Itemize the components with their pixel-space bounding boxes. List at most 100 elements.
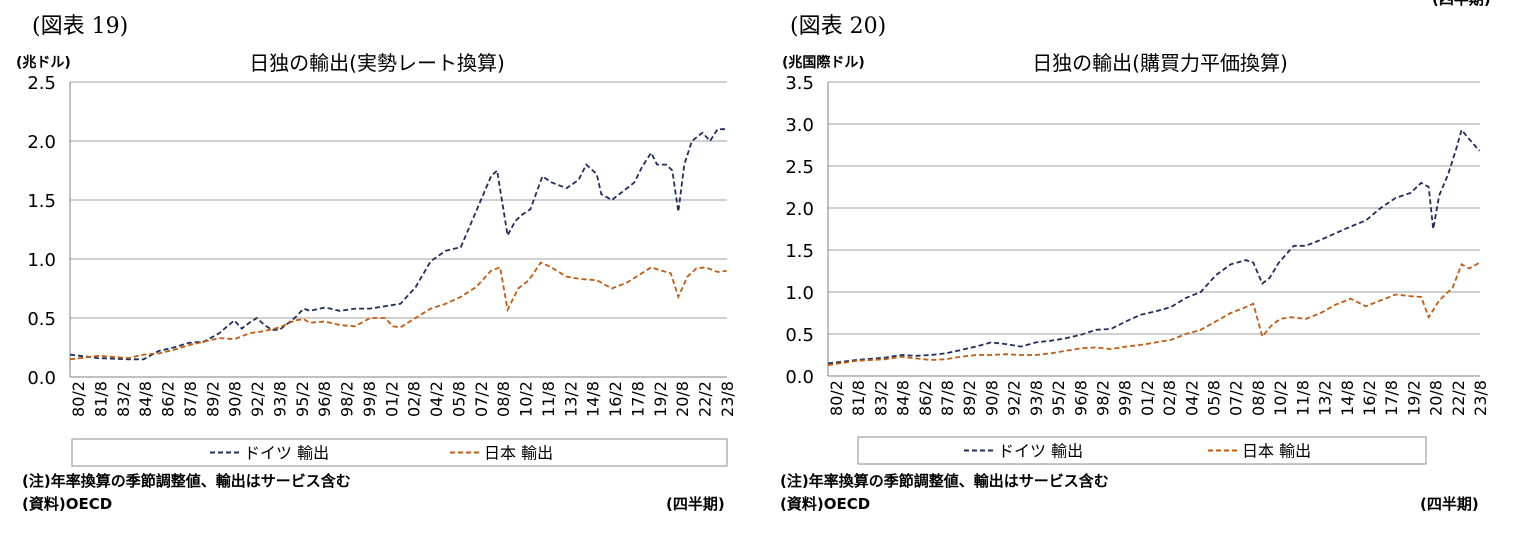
x-tick-label: 17/8 (1382, 380, 1401, 416)
figure-label: (図表 19) (32, 14, 128, 39)
x-tick-label: 86/2 (916, 380, 935, 416)
x-tick-label: 07/2 (1227, 380, 1246, 416)
x-tick-label: 86/2 (159, 381, 178, 417)
y-tick-label: 2.5 (27, 73, 56, 94)
x-tick-label: 10/2 (1271, 380, 1290, 416)
x-tick-label: 80/2 (827, 380, 846, 416)
chart-title: 日独の輸出(実勢レート換算) (249, 51, 505, 75)
chart-2: (図表 20) (兆国際ドル) 日独の輸出(購買力平価換算) 0.0 0.5 1.0 1.5… (780, 14, 1490, 513)
x-tick-label: 04/2 (1182, 380, 1201, 416)
legend-label-germany: ドイツ 輸出 (244, 444, 329, 463)
x-tick-label: 87/8 (181, 381, 200, 417)
x-tick-label: 08/8 (1249, 380, 1268, 416)
x-tick-label: 20/8 (673, 381, 692, 417)
y-tick-label: 1.5 (785, 241, 814, 262)
x-tick-label: 05/8 (449, 381, 468, 417)
y-tick-label: 0.0 (27, 368, 56, 389)
footnote: (注)年率換算の季節調整値、輸出はサービス含む (22, 472, 351, 490)
x-tick-label: 83/2 (114, 381, 133, 417)
y-tick-label: 0.5 (785, 325, 814, 346)
x-tick-label: 80/2 (69, 381, 88, 417)
x-tick-label: 02/8 (1160, 380, 1179, 416)
y-tick-label: 2.0 (27, 132, 56, 153)
x-tick-label: 89/2 (960, 380, 979, 416)
x-tick-label: 95/2 (293, 381, 312, 417)
x-tick-label: 92/2 (248, 381, 267, 417)
x-tick-label: 83/2 (871, 380, 890, 416)
x-tick-label: 08/8 (494, 381, 513, 417)
y-axis-unit: (兆ドル) (16, 55, 71, 71)
y-tick-label: 2.5 (785, 157, 814, 178)
legend-label-japan: 日本 輸出 (1242, 442, 1311, 461)
chart-title: 日独の輸出(購買力平価換算) (1032, 51, 1288, 75)
x-tick-label: 22/2 (696, 381, 715, 417)
y-axis-unit: (兆国際ドル) (782, 54, 865, 71)
x-tick-label: 95/2 (1049, 380, 1068, 416)
series-line-germany (69, 128, 727, 361)
legend-label-germany: ドイツ 輸出 (998, 442, 1083, 461)
x-tick-label: 84/8 (894, 380, 913, 416)
x-tick-label: 05/8 (1205, 380, 1224, 416)
x-tick-label: 92/2 (1005, 380, 1024, 416)
legend-box (857, 436, 1427, 465)
x-tick-label: 81/8 (849, 380, 868, 416)
x-tick-label: 13/2 (561, 381, 580, 417)
y-tick-label: 1.5 (27, 191, 56, 212)
x-tick-label: 11/8 (1293, 380, 1312, 416)
x-tick-label: 16/2 (606, 381, 625, 417)
x-tick-label: 23/8 (718, 381, 737, 417)
x-tick-label: 93/8 (1027, 380, 1046, 416)
x-tick-label: 89/2 (203, 381, 222, 417)
x-tick-label: 84/8 (136, 381, 155, 417)
x-tick-label: 99/8 (360, 381, 379, 417)
figure-label: (図表 20) (790, 14, 886, 39)
x-tick-label: 23/8 (1471, 380, 1490, 416)
x-tick-label: 22/2 (1449, 380, 1468, 416)
x-tick-label: 90/8 (226, 381, 245, 417)
x-tick-label: 01/2 (1138, 380, 1157, 416)
y-tick-label: 1.0 (785, 283, 814, 304)
x-tick-label: 17/8 (629, 381, 648, 417)
x-tick-label: 96/8 (315, 381, 334, 417)
legend-label-japan: 日本 輸出 (484, 444, 553, 463)
corner-period-label: (四半期) (1432, 0, 1491, 9)
period-label: (四半期) (1420, 495, 1479, 513)
x-tick-label: 90/8 (982, 380, 1001, 416)
x-tick-label: 93/8 (270, 381, 289, 417)
x-tick-label: 14/8 (584, 381, 603, 417)
x-tick-label: 98/2 (338, 381, 357, 417)
x-tick-label: 20/8 (1427, 380, 1446, 416)
x-tick-label: 81/8 (91, 381, 110, 417)
source-note: (資料)OECD (22, 495, 112, 513)
y-tick-label: 0.0 (785, 367, 814, 388)
footnote: (注)年率換算の季節調整値、輸出はサービス含む (780, 472, 1109, 490)
x-tick-label: 11/8 (539, 381, 558, 417)
source-note: (資料)OECD (780, 495, 870, 513)
x-tick-label: 14/8 (1338, 380, 1357, 416)
series-line-japan (827, 261, 1481, 366)
y-tick-label: 2.0 (785, 199, 814, 220)
x-tick-label: 19/2 (1404, 380, 1423, 416)
x-tick-label: 02/8 (405, 381, 424, 417)
x-tick-label: 04/2 (427, 381, 446, 417)
y-tick-label: 3.0 (785, 115, 814, 136)
period-label: (四半期) (666, 495, 725, 513)
chart-1: (図表 19) (兆ドル) 日独の輸出(実勢レート換算) 0.0 0.5 1.0 1.5 2.… (16, 14, 737, 513)
x-tick-label: 16/2 (1360, 380, 1379, 416)
x-tick-label: 13/2 (1316, 380, 1335, 416)
x-tick-label: 96/8 (1071, 380, 1090, 416)
y-tick-label: 1.0 (27, 250, 56, 271)
x-tick-label: 98/2 (1094, 380, 1113, 416)
legend-box (71, 438, 728, 467)
x-tick-label: 01/2 (382, 381, 401, 417)
x-tick-label: 87/8 (938, 380, 957, 416)
y-tick-label: 0.5 (27, 309, 56, 330)
x-tick-label: 19/2 (651, 381, 670, 417)
series-line-japan (69, 261, 727, 361)
y-tick-label: 3.5 (785, 73, 814, 94)
series-line-germany (827, 127, 1481, 365)
x-tick-label: 99/8 (1116, 380, 1135, 416)
x-tick-label: 07/2 (472, 381, 491, 417)
x-tick-label: 10/2 (517, 381, 536, 417)
